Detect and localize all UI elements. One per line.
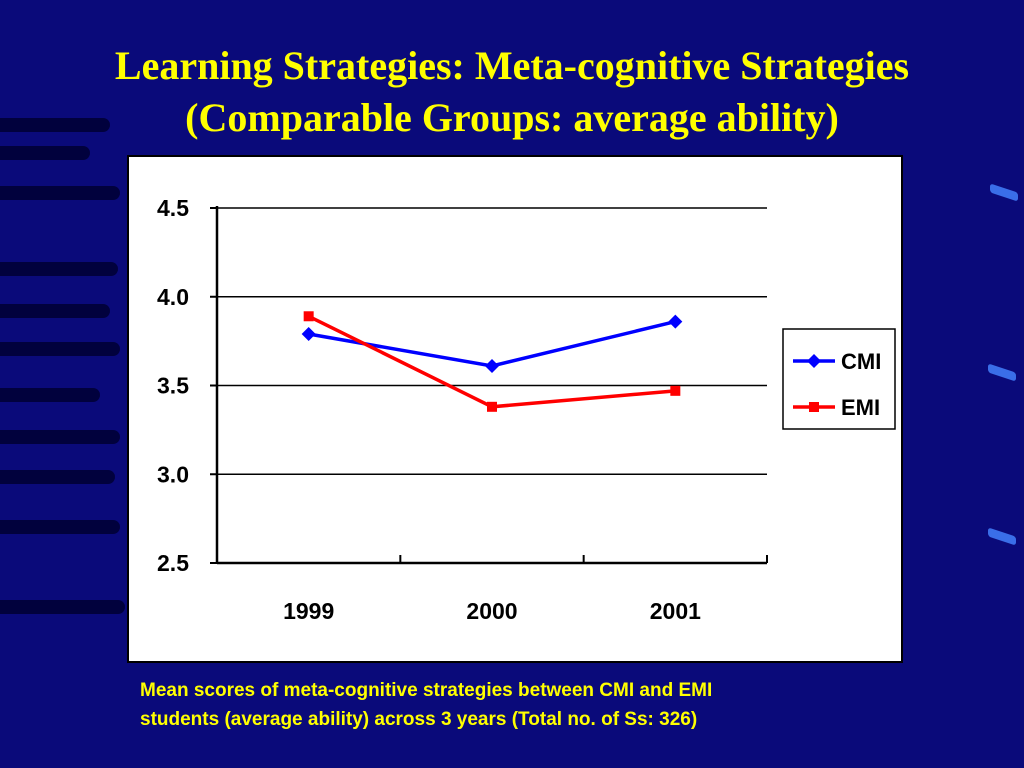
- background-stripe: [0, 262, 118, 276]
- caption-line-2: students (average ability) across 3 year…: [140, 709, 698, 730]
- data-point-emi: [303, 311, 314, 322]
- data-point-emi: [670, 385, 681, 396]
- x-tick-label: 2000: [466, 598, 517, 624]
- background-stripe: [0, 520, 120, 534]
- data-point-cmi: [301, 327, 316, 342]
- caption-line-1: Mean scores of meta-cognitive strategies…: [140, 680, 713, 701]
- background-accent: [988, 527, 1016, 546]
- background-stripe: [0, 342, 120, 356]
- y-tick-label: 4.0: [157, 284, 189, 310]
- x-tick-label: 1999: [283, 598, 334, 624]
- x-tick-label: 2001: [650, 598, 701, 624]
- background-stripe: [0, 146, 90, 160]
- y-tick-label: 4.5: [157, 195, 189, 221]
- y-tick-label: 3.5: [157, 373, 189, 399]
- legend-label-cmi: CMI: [841, 349, 881, 374]
- slide-title: Learning Strategies: Meta-cognitive Stra…: [0, 40, 1024, 144]
- background-stripe: [0, 600, 125, 614]
- background-stripe: [0, 118, 110, 132]
- background-stripe: [0, 470, 115, 484]
- title-line-1: Learning Strategies: Meta-cognitive Stra…: [114, 43, 910, 88]
- data-point-cmi: [485, 358, 499, 373]
- background-stripe: [0, 430, 120, 444]
- data-point-cmi: [668, 314, 683, 329]
- chart-panel: 2.5 3.0 3.5 4.0 4.5 1999 2000 2001 CMI EMI: [127, 155, 903, 663]
- background-stripe: [0, 388, 100, 402]
- legend-label-emi: EMI: [841, 395, 880, 420]
- y-tick-label: 3.0: [157, 461, 189, 487]
- background-accent: [988, 363, 1016, 382]
- title-line-2: (Comparable Groups: average ability): [185, 95, 839, 140]
- data-point-emi: [487, 401, 497, 412]
- chart-caption: Mean scores of meta-cognitive strategies…: [140, 676, 940, 734]
- line-chart: 2.5 3.0 3.5 4.0 4.5 1999 2000 2001 CMI EMI: [157, 195, 896, 624]
- y-tick-label: 2.5: [157, 550, 189, 576]
- background-accent: [990, 183, 1018, 202]
- background-stripe: [0, 304, 110, 318]
- background-stripe: [0, 186, 120, 200]
- legend-marker-emi: [809, 402, 819, 412]
- legend: [782, 328, 896, 430]
- legend-marker-cmi: [807, 354, 821, 368]
